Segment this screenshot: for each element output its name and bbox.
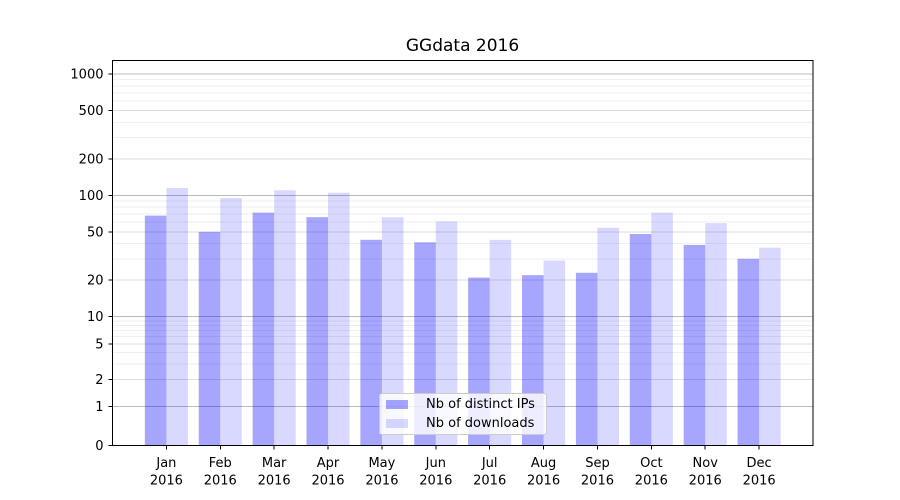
x-tick-label-month: Dec [747, 456, 772, 471]
bar-distinct-ips [575, 272, 598, 446]
legend-label-distinct-ips: Nb of distinct IPs [426, 397, 535, 412]
x-tick-label-month: Feb [209, 456, 232, 471]
x-tick-label-year: 2016 [419, 474, 452, 489]
y-tick-label: 10 [87, 310, 104, 325]
legend-label-downloads: Nb of downloads [426, 416, 535, 431]
bar-downloads [328, 192, 350, 446]
bar-distinct-ips [683, 244, 706, 446]
x-tick-label-year: 2016 [743, 474, 776, 489]
bar-downloads [220, 198, 242, 446]
x-tick-label-month: Jun [425, 456, 446, 471]
plot-frame [112, 60, 814, 446]
bar-downloads [543, 260, 566, 446]
y-tick-label: 500 [79, 104, 104, 119]
x-tick-label-month: Nov [693, 456, 719, 471]
x-tick-label-month: Mar [262, 456, 287, 471]
legend-swatch-distinct-ips [386, 400, 408, 409]
bar-downloads [705, 223, 727, 446]
x-tick-label-month: Sep [585, 456, 610, 471]
x-tick-label-year: 2016 [473, 474, 506, 489]
x-tick-label-year: 2016 [581, 474, 614, 489]
y-tick-label: 1000 [70, 68, 103, 83]
x-tick-label-year: 2016 [365, 474, 398, 489]
x-tick-label-month: Jul [481, 456, 498, 471]
x-tick-label-month: Aug [531, 456, 556, 471]
bar-distinct-ips [360, 239, 382, 446]
bar-distinct-ips [306, 217, 329, 446]
bar-downloads [597, 227, 620, 446]
x-tick-label-year: 2016 [150, 474, 183, 489]
y-tick-label: 5 [95, 337, 103, 352]
y-tick-label: 100 [79, 189, 104, 204]
y-tick-label: 50 [87, 225, 104, 240]
chart-title: GGdata 2016 [405, 36, 520, 56]
y-tick-label: 20 [87, 274, 104, 289]
legend-entry-downloads: Nb of downloads [386, 416, 546, 431]
x-tick-label-year: 2016 [527, 474, 560, 489]
x-tick-label-year: 2016 [258, 474, 291, 489]
legend-entry-distinct-ips: Nb of distinct IPs [386, 397, 546, 412]
x-tick-label-month: Jan [155, 456, 176, 471]
bar-downloads [759, 247, 781, 446]
bar-distinct-ips [629, 233, 652, 446]
x-tick-label-year: 2016 [689, 474, 722, 489]
x-tick-label-year: 2016 [635, 474, 668, 489]
bar-downloads [435, 221, 458, 446]
y-tick-label: 2 [95, 373, 103, 388]
bar-downloads [651, 212, 673, 446]
x-tick-label-month: Oct [640, 456, 662, 471]
legend: Nb of distinct IPs Nb of downloads [379, 393, 547, 435]
y-tick-label: 200 [79, 152, 104, 167]
bar-distinct-ips [252, 212, 275, 446]
y-tick-label: 0 [95, 439, 103, 454]
bar-distinct-ips [737, 258, 760, 446]
y-tick-label: 1 [95, 400, 103, 415]
x-tick-label-year: 2016 [311, 474, 344, 489]
bar-distinct-ips [198, 231, 221, 446]
x-tick-label-year: 2016 [204, 474, 237, 489]
x-tick-label-month: Apr [317, 456, 340, 471]
x-tick-label-month: May [368, 456, 395, 471]
bar-downloads [274, 190, 296, 446]
legend-swatch-downloads [386, 419, 408, 428]
bar-distinct-ips [144, 215, 167, 446]
bar-downloads [381, 217, 404, 446]
bar-downloads [166, 187, 188, 446]
